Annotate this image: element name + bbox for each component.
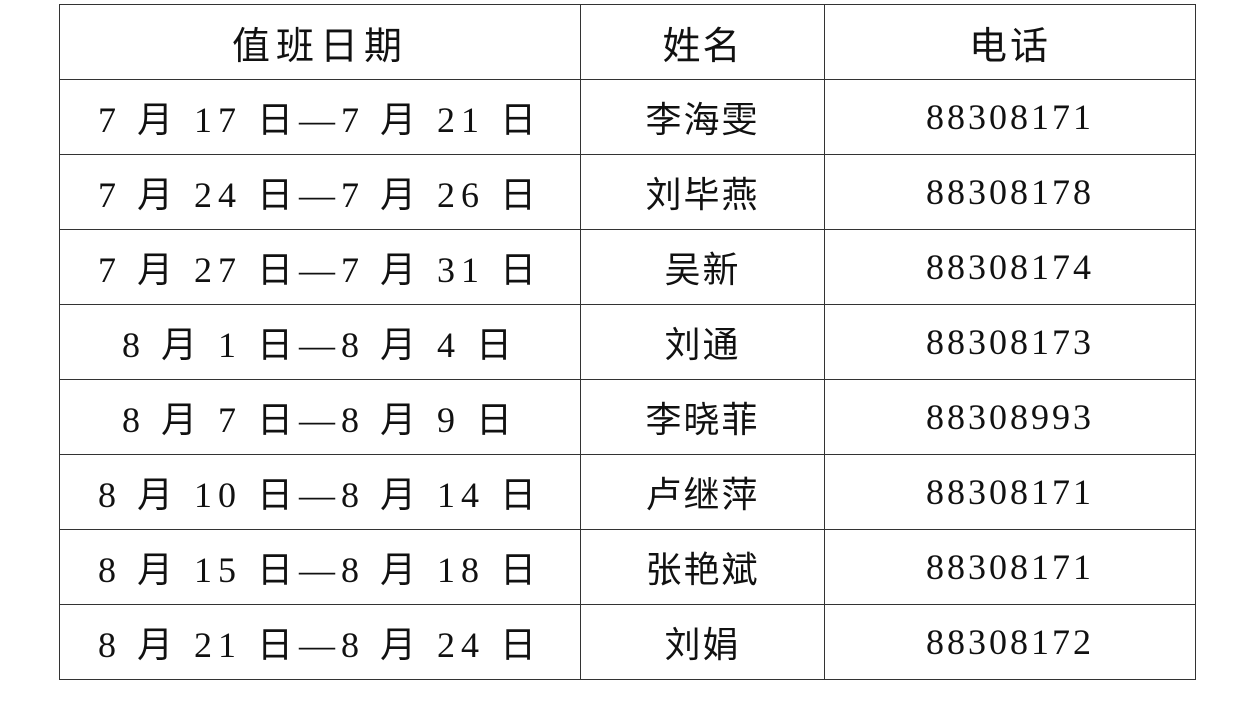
name-cell: 刘娟 [580, 604, 825, 680]
phone-cell: 88308173 [824, 304, 1196, 380]
duty-schedule-table: 值班日期 姓名 电话 7 月 17 日—7 月 21 日李海雯 88308171 7… [59, 4, 1196, 680]
date-cell: 8 月 21 日—8 月 24 日 [59, 604, 581, 680]
phone-cell: 88308174 [824, 229, 1196, 305]
table-row: 8 月 15 日—8 月 18 日张艳斌 88308171 [59, 529, 1196, 605]
table-row: 8 月 1 日—8 月 4 日刘通 88308173 [59, 304, 1196, 380]
phone-cell: 88308172 [824, 604, 1196, 680]
name-cell: 张艳斌 [580, 529, 825, 605]
date-cell: 8 月 7 日—8 月 9 日 [59, 379, 581, 455]
header-date: 值班日期 [59, 4, 581, 80]
date-cell: 7 月 27 日—7 月 31 日 [59, 229, 581, 305]
phone-cell: 88308178 [824, 154, 1196, 230]
name-cell: 吴新 [580, 229, 825, 305]
table-row: 8 月 7 日—8 月 9 日李晓菲 88308993 [59, 379, 1196, 455]
name-cell: 刘毕燕 [580, 154, 825, 230]
phone-cell: 88308993 [824, 379, 1196, 455]
date-cell: 8 月 1 日—8 月 4 日 [59, 304, 581, 380]
table-row: 8 月 21 日—8 月 24 日刘娟 88308172 [59, 604, 1196, 680]
header-name: 姓名 [580, 4, 825, 80]
name-cell: 刘通 [580, 304, 825, 380]
date-cell: 7 月 17 日—7 月 21 日 [59, 79, 581, 155]
table-row: 7 月 27 日—7 月 31 日吴新 88308174 [59, 229, 1196, 305]
phone-cell: 88308171 [824, 529, 1196, 605]
phone-cell: 88308171 [824, 454, 1196, 530]
date-cell: 8 月 15 日—8 月 18 日 [59, 529, 581, 605]
date-cell: 8 月 10 日—8 月 14 日 [59, 454, 581, 530]
name-cell: 李晓菲 [580, 379, 825, 455]
header-row: 值班日期 姓名 电话 [59, 4, 1196, 80]
name-cell: 李海雯 [580, 79, 825, 155]
name-cell: 卢继萍 [580, 454, 825, 530]
phone-cell: 88308171 [824, 79, 1196, 155]
table-row: 8 月 10 日—8 月 14 日卢继萍 88308171 [59, 454, 1196, 530]
table-row: 7 月 17 日—7 月 21 日李海雯 88308171 [59, 79, 1196, 155]
date-cell: 7 月 24 日—7 月 26 日 [59, 154, 581, 230]
header-phone: 电话 [824, 4, 1196, 80]
table-row: 7 月 24 日—7 月 26 日刘毕燕 88308178 [59, 154, 1196, 230]
